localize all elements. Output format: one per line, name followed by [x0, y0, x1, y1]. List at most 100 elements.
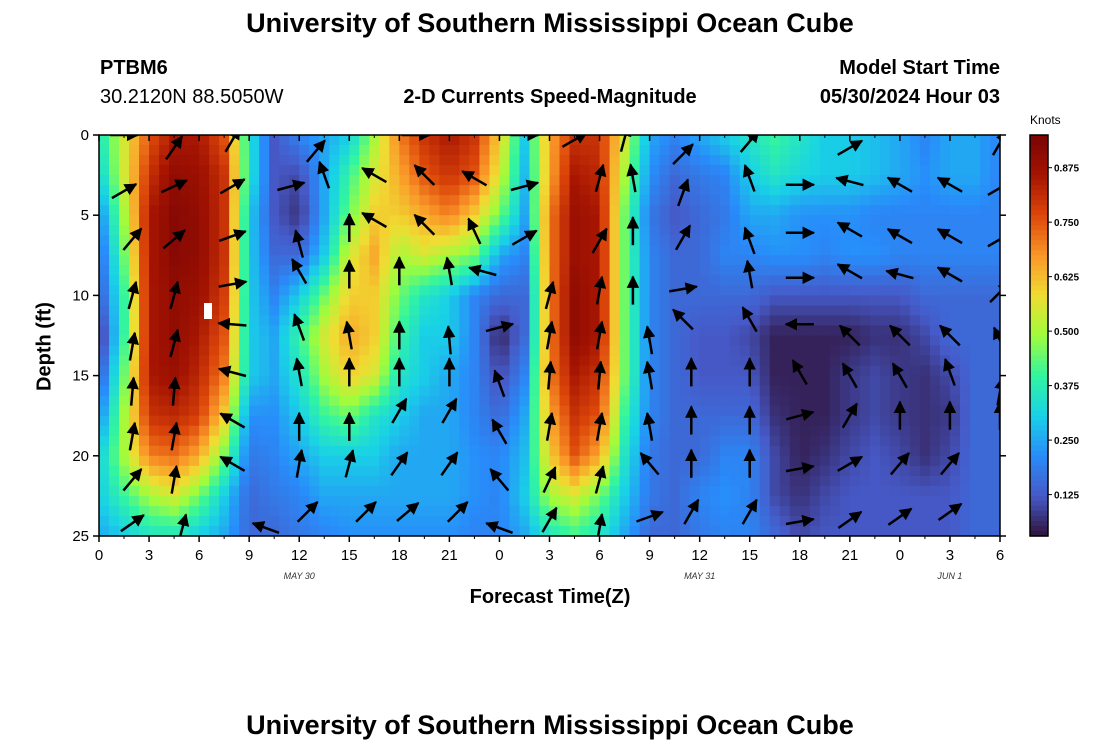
heat-cell — [469, 205, 481, 216]
heat-cell — [699, 205, 711, 216]
heat-cell — [109, 325, 120, 337]
heat-cell — [899, 225, 911, 236]
heat-cell — [569, 285, 581, 297]
heat-cell — [289, 325, 300, 337]
heat-cell — [519, 245, 531, 256]
heat-cell — [209, 155, 220, 166]
heat-cell — [279, 335, 290, 347]
heat-cell — [449, 145, 460, 156]
heat-cell — [689, 345, 701, 357]
heat-cell — [389, 205, 400, 216]
heat-cell — [119, 335, 130, 347]
heat-cell — [889, 505, 901, 517]
heat-cell — [349, 325, 360, 337]
heat-cell — [579, 435, 591, 447]
heat-cell — [109, 385, 120, 397]
heat-cell — [919, 445, 931, 457]
heat-cell — [409, 155, 420, 166]
heat-cell — [279, 485, 290, 497]
heat-cell — [289, 205, 300, 216]
heat-cell — [509, 145, 521, 156]
heat-cell — [339, 505, 350, 517]
heat-cell — [789, 135, 801, 146]
heat-cell — [929, 325, 941, 337]
heat-cell — [599, 435, 611, 447]
heat-cell — [299, 135, 310, 146]
heat-cell — [289, 395, 300, 407]
heat-cell — [269, 295, 280, 307]
heat-cell — [819, 235, 831, 246]
heat-cell — [489, 135, 501, 146]
heat-cell — [959, 135, 971, 146]
heat-cell — [879, 405, 891, 417]
heat-cell — [979, 215, 991, 226]
heat-cell — [179, 465, 190, 477]
heat-cell — [909, 305, 921, 317]
heat-cell — [749, 165, 761, 176]
heat-cell — [269, 345, 280, 357]
colorbar-segment — [1030, 315, 1048, 322]
heat-cell — [279, 235, 290, 246]
heat-cell — [99, 385, 110, 397]
heat-cell — [969, 375, 981, 387]
heat-cell — [629, 315, 641, 327]
heat-cell — [809, 475, 821, 487]
heat-cell — [219, 275, 230, 286]
heat-cell — [179, 325, 190, 337]
heat-cell — [459, 385, 471, 397]
heat-cell — [169, 365, 180, 377]
heat-cell — [599, 335, 611, 347]
heat-cell — [919, 465, 931, 477]
heat-cell — [619, 145, 631, 156]
heat-cell — [429, 525, 440, 536]
heat-cell — [919, 205, 931, 216]
heat-cell — [459, 295, 471, 307]
heat-cell — [329, 385, 340, 397]
heat-cell — [609, 295, 621, 307]
heat-cell — [979, 225, 991, 236]
heat-cell — [709, 505, 721, 517]
heat-cell — [559, 225, 571, 236]
heat-cell — [109, 165, 120, 176]
heat-cell — [299, 475, 310, 487]
heat-cell — [809, 445, 821, 457]
heat-cell — [239, 285, 250, 297]
heat-cell — [379, 415, 390, 427]
heat-cell — [869, 455, 881, 467]
heat-cell — [399, 225, 410, 236]
heat-cell — [429, 265, 440, 276]
heat-cell — [589, 315, 601, 327]
heat-cell — [269, 515, 280, 527]
heat-cell — [649, 485, 661, 497]
heat-cell — [379, 205, 390, 216]
heat-cell — [789, 425, 801, 437]
heat-cell — [579, 395, 591, 407]
heat-cell — [459, 485, 471, 497]
heat-cell — [419, 325, 430, 337]
heat-cell — [589, 205, 601, 216]
heat-cell — [199, 425, 210, 437]
heat-cell — [759, 335, 771, 347]
heat-cell — [869, 355, 881, 367]
heat-cell — [239, 295, 250, 307]
heat-cell — [479, 415, 491, 427]
heat-cell — [379, 475, 390, 487]
heat-cell — [729, 385, 741, 397]
heat-cell — [299, 305, 310, 317]
heat-cell — [149, 205, 160, 216]
heat-cell — [289, 305, 300, 317]
heat-cell — [199, 375, 210, 387]
heat-cell — [959, 165, 971, 176]
current-vector — [837, 510, 863, 530]
heat-cell — [139, 185, 150, 196]
heat-cell — [119, 285, 130, 297]
current-vector — [296, 501, 319, 523]
heat-cell — [449, 285, 460, 297]
heat-cell — [709, 195, 721, 206]
heat-cell — [309, 175, 320, 186]
heat-cell — [179, 165, 190, 176]
heat-cell — [429, 285, 440, 297]
heat-cell — [639, 345, 651, 357]
heat-cell — [919, 225, 931, 236]
heat-cell — [359, 465, 370, 477]
